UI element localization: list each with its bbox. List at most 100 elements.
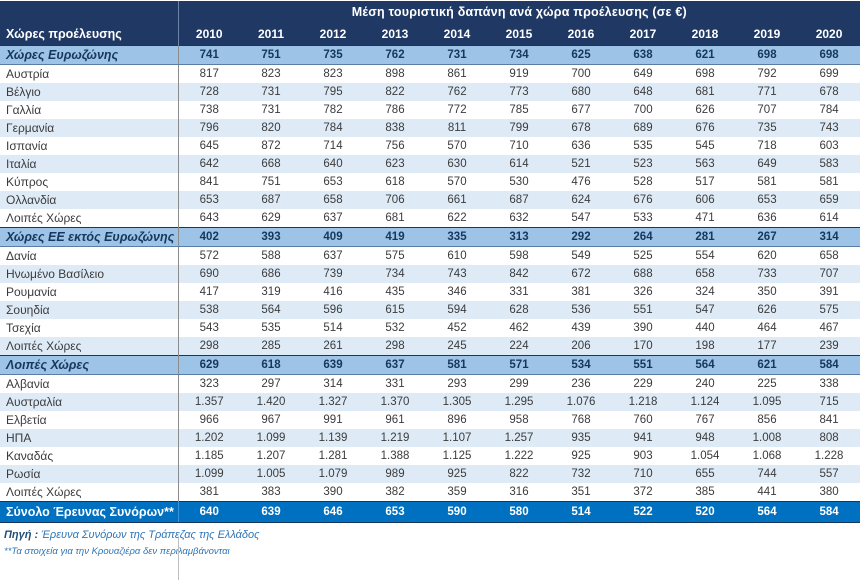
cell-value: 792	[757, 68, 777, 80]
cell-value: 626	[736, 301, 798, 319]
cell-value: 785	[509, 104, 529, 116]
row-label: ΗΠΑ	[0, 429, 179, 447]
cell-value: 530	[509, 176, 529, 188]
cell-value: 625	[550, 45, 612, 65]
section-row: Λοιπές Χώρες 629 618 639 637 581 571 534 551 564 6…	[0, 355, 860, 375]
cell-value: 822	[488, 465, 550, 483]
cell-value: 935	[550, 429, 612, 447]
cell-value: 239	[798, 337, 860, 356]
cell-value: 575	[798, 301, 860, 319]
cell-value: 649	[633, 68, 653, 80]
cell-value: 618	[385, 176, 405, 188]
table-row: Ρωσία 1.099 1.005 1.079 989 925 822 732 710 655 74…	[0, 465, 860, 483]
cell-value: 638	[612, 45, 674, 65]
cell-value: 653	[178, 191, 240, 209]
cell-value: 677	[571, 104, 591, 116]
cell-value: 637	[323, 250, 343, 262]
cell-value: 572	[199, 250, 219, 262]
cell-value: 1.095	[736, 393, 798, 411]
cell-value: 680	[550, 83, 612, 101]
cell-value: 557	[798, 465, 860, 483]
cell-value: 1.218	[612, 393, 674, 411]
row-label: Ολλανδία	[0, 191, 179, 209]
cell-value: 580	[488, 501, 550, 523]
cell-value: 1.327	[302, 393, 364, 411]
cell-value: 841	[199, 176, 219, 188]
cell-value: 628	[488, 301, 550, 319]
row-label: Ρουμανία	[0, 283, 179, 301]
cell-value: 629	[178, 355, 240, 375]
cell-value: 738	[199, 104, 219, 116]
cell-value: 351	[571, 486, 591, 498]
cell-value: 734	[364, 265, 426, 283]
cell-value: 643	[199, 212, 219, 224]
cell-value: 543	[199, 322, 219, 334]
table-row: Ισπανία 645 872 714 756 570 710 636 535 545 718 603	[0, 137, 860, 155]
row-label: Τσεχία	[0, 319, 179, 337]
cell-value: 225	[757, 378, 777, 390]
cell-value: 966	[199, 414, 219, 426]
cell-value: 1.124	[674, 393, 736, 411]
row-label: Ισπανία	[0, 137, 179, 155]
cell-value: 1.388	[380, 450, 410, 462]
cell-value: 382	[385, 486, 405, 498]
cell-value: 588	[261, 250, 281, 262]
cell-value: 534	[550, 355, 612, 375]
row-label: Σουηδία	[0, 301, 179, 319]
cell-value: 570	[447, 140, 467, 152]
cell-value: 435	[385, 286, 405, 298]
cell-value: 571	[488, 355, 550, 375]
cell-value: 236	[571, 378, 591, 390]
table-row: Τσεχία 543 535 514 532 452 462 439 390 440 464 467	[0, 319, 860, 337]
cell-value: 925	[426, 465, 488, 483]
cell-value: 636	[571, 140, 591, 152]
cell-value: 350	[757, 286, 777, 298]
cell-value: 575	[385, 250, 405, 262]
table-row: Αυστρία 817 823 823 898 861 919 700 649 698 792 699	[0, 64, 860, 83]
table-body: Χώρες Ευρωζώνης 741 751 735 762 731 734 625 638 6…	[0, 45, 860, 523]
cell-value: 245	[426, 337, 488, 356]
cell-value: 811	[426, 119, 488, 137]
cell-value: 319	[261, 286, 281, 298]
cell-value: 699	[819, 68, 839, 80]
cell-value: 316	[509, 486, 529, 498]
cell-value: 170	[612, 337, 674, 356]
cell-value: 743	[426, 265, 488, 283]
cell-value: 961	[385, 414, 405, 426]
cell-value: 467	[819, 322, 839, 334]
cell-value: 391	[819, 286, 839, 298]
year-header-row: 2010 2011 2012 2013 2014 2015 2016 2017 …	[0, 23, 860, 46]
cell-value: 570	[447, 176, 467, 188]
source-text: Έρευνα Συνόρων της Τράπεζας της Ελλάδος	[41, 529, 260, 541]
cell-value: 525	[633, 250, 653, 262]
cell-value: 532	[385, 322, 405, 334]
cell-value: 346	[447, 286, 467, 298]
cell-value: 823	[323, 68, 343, 80]
cell-value: 1.222	[504, 450, 534, 462]
row-label: Ρωσία	[0, 465, 179, 483]
cruise-footnote: **Τα στοιχεία για την Κρουαζιέρα δεν περ…	[4, 546, 230, 557]
section-row: Χώρες Ευρωζώνης 741 751 735 762 731 734 625 638 6…	[0, 45, 860, 65]
cell-value: 549	[571, 250, 591, 262]
cell-value: 177	[736, 337, 798, 356]
cell-value: 581	[757, 176, 777, 188]
cell-value: 676	[674, 119, 736, 137]
cell-value: 706	[364, 191, 426, 209]
cell-value: 1.305	[426, 393, 488, 411]
cell-value: 728	[178, 83, 240, 101]
cell-value: 771	[736, 83, 798, 101]
cell-value: 743	[798, 119, 860, 137]
table-row: Λοιπές Χώρες 298 285 261 298 245 224 206 170 198 1…	[0, 337, 860, 356]
cell-value: 383	[261, 486, 281, 498]
cell-value: 1.054	[690, 450, 720, 462]
cell-value: 744	[736, 465, 798, 483]
cell-value: 335	[426, 227, 488, 247]
cell-value: 645	[199, 140, 219, 152]
cell-value: 767	[695, 414, 715, 426]
cell-value: 224	[488, 337, 550, 356]
cell-value: 648	[612, 83, 674, 101]
cell-value: 735	[736, 119, 798, 137]
cell-value: 623	[364, 155, 426, 173]
cell-value: 590	[426, 501, 488, 523]
